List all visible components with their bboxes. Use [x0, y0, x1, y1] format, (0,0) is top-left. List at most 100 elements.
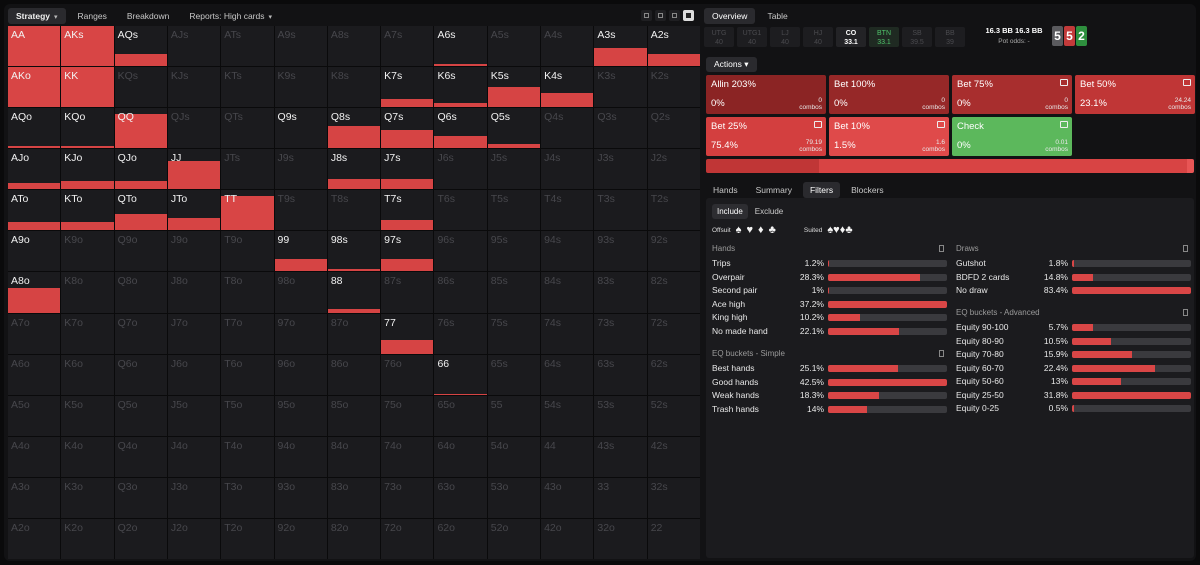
filter-row[interactable]: Equity 70-80 15.9% [956, 348, 1192, 362]
hand-cell-33[interactable]: 33 [594, 477, 647, 518]
chart-icon[interactable] [814, 121, 822, 128]
tab-overview[interactable]: Overview [704, 8, 756, 24]
filter-row[interactable]: King high 10.2% [712, 311, 948, 325]
hand-cell-K8s[interactable]: K8s [327, 67, 381, 108]
hand-cell-Q5s[interactable]: Q5s [487, 108, 541, 149]
hand-cell-T4o[interactable]: T4o [221, 436, 274, 477]
hand-cell-43o[interactable]: 43o [541, 477, 594, 518]
hand-cell-A2o[interactable]: A2o [8, 518, 61, 559]
filter-row[interactable]: Trips 1.2% [712, 257, 948, 271]
hand-cell-K6o[interactable]: K6o [61, 354, 114, 395]
hand-cell-T9o[interactable]: T9o [221, 231, 274, 272]
hand-cell-J6s[interactable]: J6s [434, 149, 487, 190]
hand-cell-55[interactable]: 55 [487, 395, 541, 436]
hand-cell-AA[interactable]: AA [8, 26, 61, 67]
hand-cell-54o[interactable]: 54o [487, 436, 541, 477]
view-mode-icon[interactable] [683, 10, 694, 21]
filter-toggle-icon[interactable] [939, 245, 944, 252]
hand-cell-Q9o[interactable]: Q9o [114, 231, 167, 272]
hand-cell-Q2s[interactable]: Q2s [647, 108, 700, 149]
hand-cell-J2o[interactable]: J2o [167, 518, 221, 559]
tab-hands[interactable]: Hands [713, 185, 738, 195]
hand-cell-J9o[interactable]: J9o [167, 231, 221, 272]
position-utg[interactable]: UTG 40 [704, 27, 734, 47]
hand-cell-92s[interactable]: 92s [647, 231, 700, 272]
hand-cell-K3o[interactable]: K3o [61, 477, 114, 518]
filter-row[interactable]: Overpair 28.3% [712, 271, 948, 285]
hand-cell-72s[interactable]: 72s [647, 313, 700, 354]
hand-cell-88[interactable]: 88 [327, 272, 381, 313]
action-bet-25-[interactable]: Bet 25% 75.4% 79.19 combos [706, 117, 826, 156]
hand-cell-87o[interactable]: 87o [327, 313, 381, 354]
filter-row[interactable]: Equity 90-100 5.7% [956, 321, 1192, 335]
hand-cell-JTo[interactable]: JTo [167, 190, 221, 231]
hand-cell-63o[interactable]: 63o [434, 477, 487, 518]
hand-cell-Q3o[interactable]: Q3o [114, 477, 167, 518]
hand-cell-T6s[interactable]: T6s [434, 190, 487, 231]
hand-cell-Q4s[interactable]: Q4s [541, 108, 594, 149]
hand-cell-T5o[interactable]: T5o [221, 395, 274, 436]
toggle-exclude[interactable]: Exclude [754, 207, 784, 216]
hand-cell-84o[interactable]: 84o [327, 436, 381, 477]
hand-cell-K3s[interactable]: K3s [594, 67, 647, 108]
filter-toggle-icon[interactable] [1183, 309, 1188, 316]
hand-cell-A4o[interactable]: A4o [8, 436, 61, 477]
hand-cell-KTs[interactable]: KTs [221, 67, 274, 108]
hand-cell-T4s[interactable]: T4s [541, 190, 594, 231]
hand-cell-95o[interactable]: 95o [274, 395, 327, 436]
hand-cell-T2s[interactable]: T2s [647, 190, 700, 231]
action-bet-100-[interactable]: Bet 100% 0% 0 combos [829, 75, 949, 114]
hand-cell-A9s[interactable]: A9s [274, 26, 327, 67]
hand-cell-QTs[interactable]: QTs [221, 108, 274, 149]
hand-cell-A9o[interactable]: A9o [8, 231, 61, 272]
hand-cell-53o[interactable]: 53o [487, 477, 541, 518]
club-icon[interactable]: ♣ [768, 224, 776, 236]
hand-cell-75o[interactable]: 75o [381, 395, 434, 436]
hand-cell-Q3s[interactable]: Q3s [594, 108, 647, 149]
hand-cell-32o[interactable]: 32o [594, 518, 647, 559]
hand-cell-65o[interactable]: 65o [434, 395, 487, 436]
position-co[interactable]: CO 33.1 [836, 27, 866, 47]
hand-cell-AJs[interactable]: AJs [167, 26, 221, 67]
hand-cell-ATs[interactable]: ATs [221, 26, 274, 67]
hand-cell-53s[interactable]: 53s [594, 395, 647, 436]
hand-cell-A3s[interactable]: A3s [594, 26, 647, 67]
hand-cell-93o[interactable]: 93o [274, 477, 327, 518]
hand-cell-Q6o[interactable]: Q6o [114, 354, 167, 395]
hand-cell-J4o[interactable]: J4o [167, 436, 221, 477]
hand-cell-52s[interactable]: 52s [647, 395, 700, 436]
hand-cell-63s[interactable]: 63s [594, 354, 647, 395]
hand-cell-QJs[interactable]: QJs [167, 108, 221, 149]
hand-cell-87s[interactable]: 87s [381, 272, 434, 313]
hand-cell-A4s[interactable]: A4s [541, 26, 594, 67]
filter-row[interactable]: Equity 60-70 22.4% [956, 362, 1192, 376]
position-hj[interactable]: HJ 40 [803, 27, 833, 47]
hand-cell-73o[interactable]: 73o [381, 477, 434, 518]
hand-cell-KK[interactable]: KK [61, 67, 114, 108]
hand-cell-82o[interactable]: 82o [327, 518, 381, 559]
hand-cell-97s[interactable]: 97s [381, 231, 434, 272]
hand-cell-KQo[interactable]: KQo [61, 108, 114, 149]
hand-cell-J5o[interactable]: J5o [167, 395, 221, 436]
hand-cell-AQs[interactable]: AQs [114, 26, 167, 67]
hand-cell-A3o[interactable]: A3o [8, 477, 61, 518]
hand-cell-Q7s[interactable]: Q7s [381, 108, 434, 149]
hand-cell-95s[interactable]: 95s [487, 231, 541, 272]
hand-cell-J5s[interactable]: J5s [487, 149, 541, 190]
hand-cell-73s[interactable]: 73s [594, 313, 647, 354]
hand-cell-94s[interactable]: 94s [541, 231, 594, 272]
action-bet-75-[interactable]: Bet 75% 0% 0 combos [952, 75, 1072, 114]
hand-cell-83o[interactable]: 83o [327, 477, 381, 518]
filter-row[interactable]: Equity 0-25 0.5% [956, 402, 1192, 416]
hand-cell-66[interactable]: 66 [434, 354, 487, 395]
position-utg1[interactable]: UTG1 40 [737, 27, 767, 47]
filter-row[interactable]: Best hands 25.1% [712, 362, 948, 376]
hand-cell-T8s[interactable]: T8s [327, 190, 381, 231]
hand-cell-52o[interactable]: 52o [487, 518, 541, 559]
hand-cell-AQo[interactable]: AQo [8, 108, 61, 149]
filter-toggle-icon[interactable] [939, 350, 944, 357]
view-mode-icon[interactable] [669, 10, 680, 21]
hand-cell-Q6s[interactable]: Q6s [434, 108, 487, 149]
hand-cell-J3s[interactable]: J3s [594, 149, 647, 190]
filter-row[interactable]: Trash hands 14% [712, 403, 948, 417]
